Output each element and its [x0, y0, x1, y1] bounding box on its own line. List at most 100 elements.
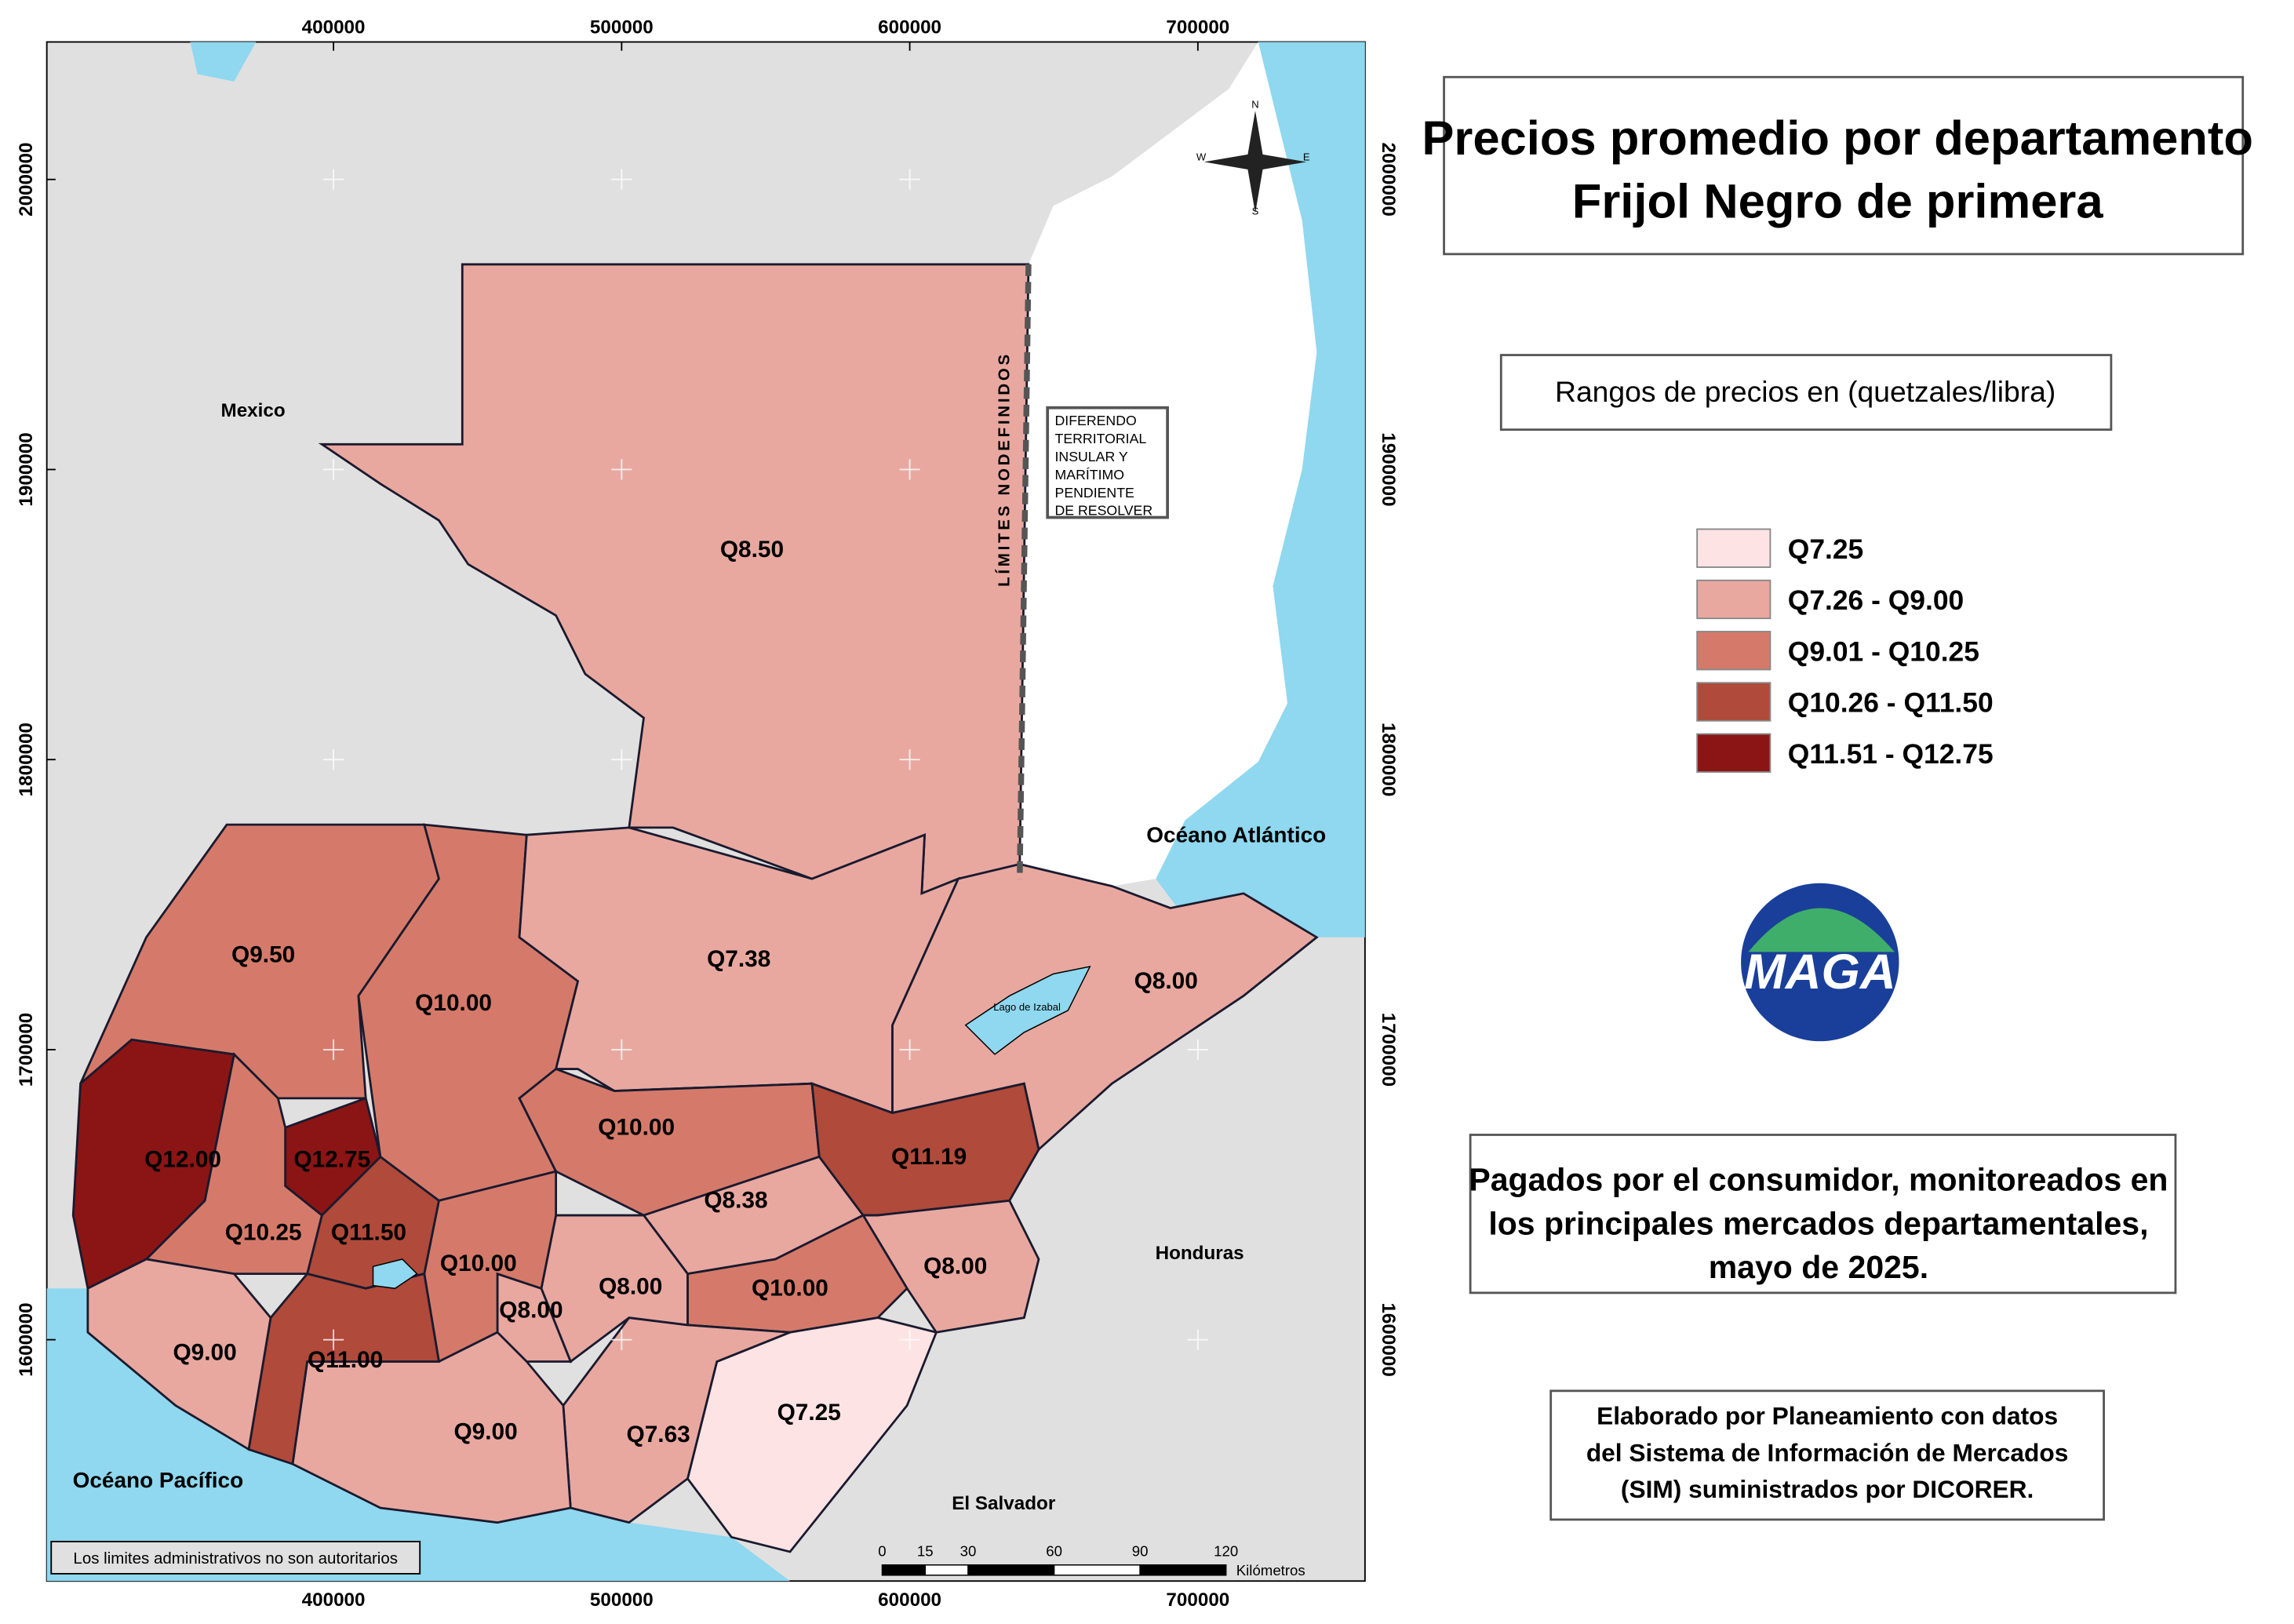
scale-unit: Kilómetros — [1236, 1562, 1305, 1578]
grid-cross — [611, 749, 632, 770]
grid-cross — [323, 459, 344, 480]
department — [291, 1331, 572, 1524]
y-tick-label: 1600000 — [16, 1302, 37, 1376]
department-label: Q8.00 — [1134, 968, 1198, 994]
department-label: Q8.00 — [923, 1254, 987, 1280]
x-tick-label: 600000 — [878, 1589, 941, 1611]
compass-letter: N — [1251, 98, 1258, 110]
place-label: Océano Atlántico — [1146, 823, 1326, 847]
department-label: Q7.25 — [777, 1400, 841, 1426]
y-tick-label: 1800000 — [1378, 723, 1399, 796]
dispute-note: DE RESOLVER — [1055, 503, 1153, 519]
disclaimer: Los limites administrativos no son autor… — [73, 1549, 398, 1568]
department-label: Q10.00 — [598, 1114, 675, 1140]
lake-izabal — [964, 966, 1091, 1055]
grid-cross — [323, 169, 344, 190]
y-tick-label: 1800000 — [16, 723, 37, 796]
place-label: Océano Pacífico — [73, 1468, 244, 1492]
dispute-note: DIFERENDO — [1055, 413, 1137, 428]
department-label: Q10.00 — [752, 1276, 828, 1302]
y-tick-label: 1900000 — [16, 432, 37, 506]
scale-label: 15 — [917, 1543, 934, 1560]
dispute-note: MARÍTIMO — [1055, 467, 1125, 482]
scale-label: 60 — [1046, 1543, 1062, 1560]
y-tick-label: 2000000 — [16, 143, 37, 217]
x-tick-label: 600000 — [878, 16, 941, 38]
info-text: Pagados por el consumidor, monitoreados … — [1469, 1161, 2168, 1197]
title: Precios promedio por departamento — [1422, 111, 2253, 166]
department-label: Q11.00 — [308, 1347, 383, 1373]
x-tick-label: 700000 — [1166, 1589, 1229, 1611]
grid-cross — [323, 1329, 344, 1350]
department-label: Q10.25 — [225, 1220, 302, 1246]
department-label: Q8.50 — [720, 537, 784, 563]
scale-segment — [967, 1564, 1055, 1576]
border-note: LÍMITES NODEFINIDOS — [996, 351, 1014, 587]
x-tick-label: 700000 — [1166, 16, 1229, 38]
scale-label: 30 — [960, 1543, 977, 1560]
department — [71, 1038, 236, 1291]
y-tick-label: 1700000 — [1378, 1013, 1399, 1087]
place-label: Mexico — [221, 400, 286, 421]
grid-cross — [1187, 459, 1208, 480]
compass-letter: W — [1196, 151, 1207, 163]
department-label: Q11.19 — [891, 1144, 967, 1170]
info-text: mayo de 2025. — [1709, 1249, 1928, 1285]
y-tick-label: 1900000 — [1378, 432, 1399, 506]
department-label: Q10.00 — [415, 990, 492, 1016]
lake-atitlan — [372, 1258, 418, 1290]
scale-label: 0 — [878, 1543, 886, 1560]
dispute-note: INSULAR Y — [1055, 449, 1128, 464]
grid-cross — [611, 169, 632, 190]
disclaimer-box — [50, 1540, 421, 1575]
legend-title: Rangos de precios en (quetzales/libra) — [1555, 375, 2055, 408]
legend-swatch — [1696, 528, 1771, 568]
department-label: Q10.00 — [440, 1251, 517, 1276]
place-label: El Salvador — [952, 1493, 1056, 1514]
legend-label: Q9.01 - Q10.25 — [1788, 635, 1979, 667]
grid-cross — [611, 459, 632, 480]
grid-cross — [611, 1329, 632, 1350]
x-tick-label: 500000 — [590, 1589, 654, 1611]
legend-swatch — [1696, 579, 1771, 620]
ocean — [46, 1288, 790, 1582]
dispute-box — [1046, 406, 1169, 519]
grid-cross — [1187, 1039, 1208, 1060]
y-tick-label: 1700000 — [16, 1013, 37, 1087]
department-label: Q12.00 — [144, 1147, 221, 1173]
scale-segment — [1053, 1564, 1141, 1576]
grid-cross — [899, 169, 920, 190]
scale-segment — [881, 1564, 926, 1576]
x-tick-label: 500000 — [590, 16, 654, 38]
scale-segment — [924, 1564, 969, 1576]
grid-cross — [1187, 169, 1208, 190]
department-label: Q11.50 — [331, 1220, 406, 1246]
legend-title-box — [1499, 354, 2113, 431]
credits-text: (SIM) suministrados por DICORER. — [1621, 1475, 2034, 1503]
departments — [71, 263, 1319, 1553]
title-box — [1443, 75, 2245, 256]
grid-cross — [899, 1329, 920, 1350]
logo-text: MAGA — [1744, 945, 1896, 1000]
department-label: Q8.00 — [599, 1274, 662, 1300]
legend-label: Q7.26 - Q9.00 — [1788, 584, 1964, 616]
legend-label: Q7.25 — [1788, 533, 1864, 565]
credits-text: del Sistema de Información de Mercados — [1586, 1438, 2069, 1466]
grid-cross — [899, 459, 920, 480]
scale-label: 120 — [1214, 1543, 1238, 1560]
info-text: los principales mercados departamentales… — [1488, 1205, 2148, 1241]
grid-cross — [323, 1039, 344, 1060]
department-label: Q7.63 — [627, 1422, 690, 1447]
legend-label: Q11.51 - Q12.75 — [1788, 738, 1994, 770]
department-label: Q9.00 — [453, 1418, 517, 1444]
y-tick-label: 1600000 — [1378, 1302, 1399, 1376]
legend-label: Q10.26 - Q11.50 — [1788, 687, 1994, 719]
x-tick-label: 400000 — [302, 16, 366, 38]
compass-letter: S — [1252, 206, 1259, 217]
y-tick-label: 2000000 — [1378, 143, 1399, 217]
grid-cross — [611, 1039, 632, 1060]
department-label: Q12.75 — [293, 1147, 370, 1173]
department-label: Q8.00 — [499, 1298, 563, 1324]
logo-leaf — [1748, 908, 1895, 952]
